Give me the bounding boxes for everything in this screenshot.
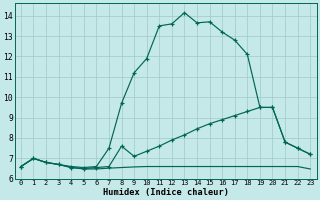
X-axis label: Humidex (Indice chaleur): Humidex (Indice chaleur)	[103, 188, 228, 197]
